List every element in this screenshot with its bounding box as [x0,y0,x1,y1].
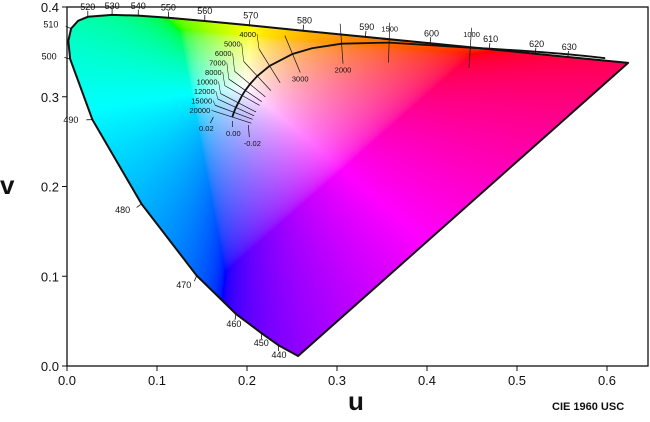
wavelength-label: 540 [131,1,146,11]
isotherm-label: 3000 [292,74,309,83]
isotherm-leader [226,62,230,80]
y-tick-label: 0.2 [41,180,59,195]
wavelength-label: 500 [42,51,57,61]
plot-frame [66,6,649,367]
isotherm-label: 4000 [239,30,256,39]
x-tick-label: 0.4 [418,373,436,388]
isotherm-label: 15000 [191,97,212,106]
wavelength-label: 560 [197,6,212,16]
isotherm-label: 7000 [209,59,226,68]
wavelength-label: 570 [243,10,258,20]
wavelength-tick [234,313,237,320]
duv-label: 0.02 [199,124,214,133]
wavelength-label: 480 [115,205,130,215]
isotherm-label: 10000 [197,78,218,87]
wavelength-label: 600 [424,28,439,38]
isotherm-line [234,71,266,98]
wavelength-tick [193,275,198,282]
isotherm-line [284,35,301,73]
y-axis-label: v [0,170,15,200]
y-tick-label: 0.4 [41,0,59,15]
isotherm-line [215,104,253,120]
isotherm-label: 5000 [224,40,241,49]
y-tick-label: 0.0 [41,359,59,374]
wavelength-label: 610 [483,34,498,44]
wavelength-tick [64,57,71,60]
isotherm-leader [211,109,214,112]
wavelength-label: 630 [562,42,577,52]
isotherm-leader [232,53,235,72]
duv-label: -0.02 [244,139,261,148]
isotherm-line [217,98,255,117]
isotherm-label: 1000 [463,30,480,39]
isotherm-label: 1500 [381,25,398,34]
duv-tick [210,116,214,124]
isotherm-line [213,110,252,124]
isotherm-label: 6000 [215,49,232,58]
y-tick-label: 0.3 [41,90,59,105]
y-tick-label: 0.1 [41,269,59,284]
wavelength-label: 450 [254,338,269,348]
isotherm-leader [215,90,219,100]
duv-label: 0.00 [226,129,241,138]
isotherm-label: 2000 [335,66,352,75]
wavelength-label: 510 [43,20,58,30]
isotherm-line [388,22,391,63]
isotherm-leader [241,43,244,62]
x-axis-label: u [348,386,364,416]
wavelength-label: 490 [63,115,78,125]
isotherm-label: 8000 [205,68,222,77]
x-tick-label: 0.5 [508,373,526,388]
wavelength-tick [248,19,251,26]
wavelength-tick [136,203,142,208]
x-tick-label: 0.6 [598,373,616,388]
wavelength-label: 530 [105,1,120,11]
isotherm-line [468,27,472,68]
wavelength-tick [302,24,305,31]
diagram-caption: CIE 1960 USC [552,401,624,413]
x-tick-label: 0.0 [58,373,76,388]
x-tick-label: 0.1 [148,373,166,388]
isotherm-line [339,23,344,64]
isotherm-line [220,93,257,113]
wavelength-label: 520 [80,2,95,12]
duv-tick [247,125,250,138]
isotherm-label: 12000 [194,87,215,96]
isotherm-label: 20000 [189,106,210,115]
wavelength-tick [364,30,367,37]
wavelength-tick [65,25,72,29]
isotherm-leader [212,100,216,106]
wavelength-label: 440 [272,350,287,360]
isotherm-leader [222,71,225,86]
wavelength-label: 470 [176,280,191,290]
wavelength-label: 460 [226,319,241,329]
wavelength-label: 580 [297,16,312,26]
isotherm-line [224,85,260,106]
wavelength-tick [534,47,537,54]
isotherm-leader [256,34,260,49]
isotherm-line [243,61,272,91]
x-tick-label: 0.2 [238,373,256,388]
wavelength-tick [429,37,432,44]
x-tick-label: 0.3 [328,373,346,388]
isotherm-line [228,78,262,102]
wavelength-label: 590 [359,22,374,32]
wavelength-label: 620 [529,39,544,49]
isotherm-leader [218,81,221,94]
wavelength-label: 550 [161,3,176,13]
planckian-locus-line [231,41,606,118]
isotherm-line [258,48,281,84]
